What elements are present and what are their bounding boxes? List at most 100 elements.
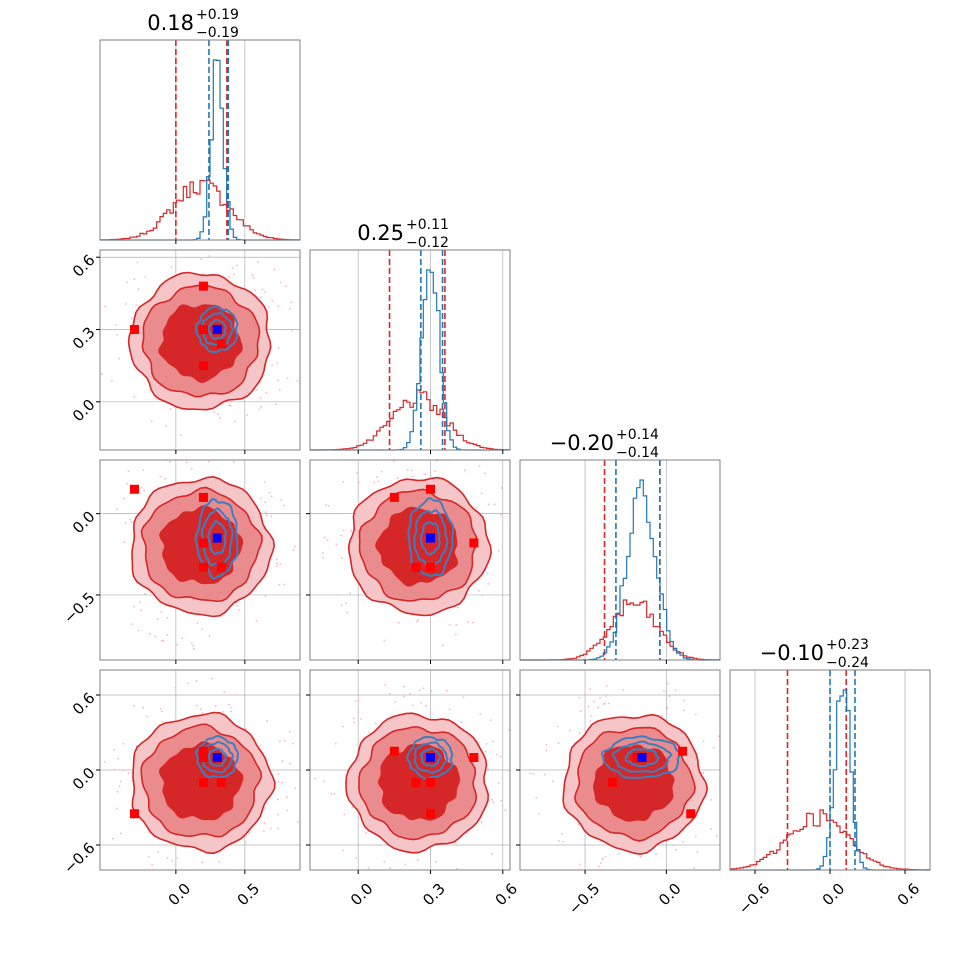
title-plus: +0.11: [406, 217, 449, 233]
sample-point: [181, 637, 184, 640]
sample-point: [157, 875, 159, 877]
sample-point: [208, 635, 211, 637]
truth-marker-blue: [425, 753, 435, 762]
sample-point: [116, 508, 118, 511]
sample-point: [512, 546, 514, 548]
sample-point: [326, 539, 329, 542]
sample-point: [340, 534, 342, 537]
sample-point: [119, 780, 122, 783]
sample-point: [655, 853, 658, 856]
contour-blue-inner: [207, 318, 227, 341]
truth-marker-red-c: [198, 746, 208, 756]
truth-marker-red-c: [389, 492, 399, 502]
sample-point: [118, 785, 121, 788]
title-value: −0.20: [550, 431, 614, 455]
sample-point: [283, 583, 286, 586]
sample-point: [601, 858, 604, 861]
sample-point: [383, 860, 386, 863]
sample-point: [416, 620, 418, 623]
sample-point: [207, 460, 210, 463]
sample-point: [323, 536, 326, 539]
truth-marker-red-a: [129, 484, 139, 494]
sample-point: [133, 395, 136, 398]
truth-marker-red-a: [129, 809, 139, 819]
sample-point: [457, 606, 460, 609]
sample-point: [500, 513, 502, 516]
sample-point: [734, 758, 736, 760]
sample-point: [384, 683, 386, 686]
sample-point: [424, 473, 427, 476]
sample-point: [479, 713, 482, 715]
sample-point: [190, 642, 193, 645]
sample-point: [276, 798, 279, 801]
title-0: 0.18 +0.19 −0.19: [147, 7, 239, 41]
truth-marker-red-b: [469, 753, 479, 762]
sample-point: [170, 266, 173, 269]
sample-point: [694, 835, 697, 838]
contour-blue-outer: [406, 735, 454, 780]
sample-point: [133, 278, 136, 281]
sample-point: [373, 481, 376, 484]
sample-point: [270, 495, 273, 498]
panel-3-0: [100, 670, 300, 877]
panel-frame-1-0: [99, 249, 301, 451]
sample-point: [454, 453, 456, 455]
sample-point: [661, 714, 663, 717]
sample-point: [556, 725, 559, 728]
sample-point: [360, 717, 362, 720]
sample-point: [342, 481, 345, 483]
sample-point: [600, 862, 602, 864]
sample-point: [314, 777, 317, 780]
sample-point: [127, 772, 130, 774]
sample-point: [352, 717, 355, 720]
title-minus: −0.12: [406, 235, 449, 251]
x-tick-label: 0.3: [419, 880, 449, 910]
sample-point: [408, 693, 411, 695]
sample-point: [133, 704, 135, 707]
sample-point: [144, 276, 147, 278]
sample-point: [514, 561, 516, 563]
sample-point: [674, 848, 677, 851]
sample-point: [117, 757, 120, 760]
sample-point: [175, 857, 178, 859]
sample-point: [420, 702, 423, 704]
truth-marker-red-a: [686, 809, 696, 819]
sample-point: [292, 549, 295, 551]
sample-point: [639, 883, 641, 885]
sample-point: [150, 420, 153, 423]
sample-point: [368, 731, 370, 734]
truth-marker-blue: [212, 533, 222, 543]
histogram-blue-0: [100, 59, 300, 241]
sample-point: [113, 768, 116, 771]
sample-point: [404, 863, 407, 866]
contour-blue-middle: [611, 740, 673, 773]
contour-blue-middle: [413, 509, 449, 569]
sample-point: [156, 618, 159, 621]
sample-point: [165, 425, 168, 427]
truth-marker-red-a: [425, 809, 435, 819]
sample-point: [500, 487, 503, 489]
sample-point: [561, 833, 564, 835]
sample-point: [193, 456, 195, 458]
sample-point: [217, 413, 219, 415]
sample-point: [252, 276, 255, 279]
sample-point: [486, 572, 489, 575]
sample-point: [608, 702, 610, 705]
contour-blue-outer: [407, 497, 455, 578]
x-tick-label: −0.6: [735, 880, 773, 918]
sample-point: [169, 407, 172, 410]
sample-point: [276, 362, 279, 365]
sample-point: [558, 839, 560, 842]
sample-point: [622, 689, 625, 691]
sample-point: [693, 866, 696, 869]
sample-point: [275, 565, 278, 568]
sample-point: [389, 452, 391, 454]
sample-point: [189, 446, 191, 448]
sample-point: [270, 515, 273, 518]
truth-marker-red-b: [632, 753, 642, 762]
sample-point: [142, 706, 145, 709]
sample-point: [220, 451, 222, 453]
truth-marker-red-d: [216, 339, 226, 349]
sample-point: [274, 403, 277, 406]
